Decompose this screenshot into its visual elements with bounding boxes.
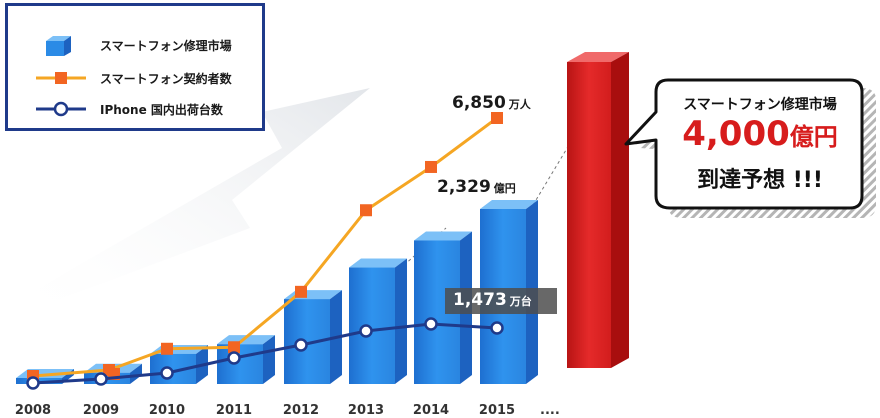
background-arrow [8,88,370,318]
callout-line1: スマートフォン修理市場 [683,97,837,113]
point-iphone-2013 [359,324,373,338]
circle-marker-line-icon [36,101,86,117]
point-subscribers-2010 [161,342,173,355]
x-tick-label: 2014 [413,403,449,418]
series-line-iphone [32,322,498,385]
callout-unit: 億円 [789,123,838,151]
square-marker-line-icon [36,72,86,84]
data-label-unit: 万台 [509,294,532,308]
point-subscribers-2015 [491,112,503,124]
callout-number: 4,000 [682,114,790,154]
data-label-unit: 億円 [494,181,516,195]
legend-label: スマートフォン修理市場 [100,39,232,53]
cube-icon [46,36,71,56]
legend-label: スマートフォン契約者数 [100,72,232,86]
x-tick-ellipsis: .... [540,403,560,418]
data-label-number: 6,850 [452,93,506,113]
point-iphone-2012 [294,338,308,352]
series-line-subscribers [32,116,498,378]
point-subscribers-2011 [228,341,240,354]
bar-2013 [349,258,407,384]
point-subscribers-2012 [295,285,307,298]
x-tick-label: 2010 [149,403,185,418]
chart-legend: スマートフォン修理市場 スマートフォン契約者数 IPhone 国内出荷台数 [5,3,265,131]
data-label-万台: 1,473 万台 [445,288,557,314]
x-tick-label: 2011 [216,403,252,418]
point-iphone-2014 [424,317,438,331]
point-iphone-2009 [94,372,108,386]
data-label-億円: 2,329 億円 [437,177,516,197]
point-subscribers-2013 [360,204,372,217]
x-tick-label: 2013 [348,403,384,418]
callout-line3: 到達予想 !!! [697,168,823,193]
point-iphone-2015 [490,321,504,335]
data-label-number: 2,329 [437,177,491,197]
callout-bubble [624,78,876,218]
data-label-unit: 万人 [508,97,532,111]
data-label-万人: 6,850 万人 [452,93,532,113]
forecast-bar [567,52,629,368]
point-iphone-2008 [26,376,40,390]
point-iphone-2011 [227,351,241,365]
x-tick-label: 2015 [479,403,515,418]
point-subscribers-2014 [425,160,437,173]
callout-bubble-body [624,78,864,210]
bar-2011 [217,335,275,384]
data-label-number: 1,473 [453,290,507,310]
x-tick-label: 2008 [15,403,51,418]
x-tick-label: 2009 [83,403,119,418]
x-tick-label: 2012 [283,403,319,418]
legend-label: IPhone 国内出荷台数 [100,103,223,117]
point-iphone-2010 [160,366,174,380]
callout-line2: 4,000億円 [660,114,860,154]
